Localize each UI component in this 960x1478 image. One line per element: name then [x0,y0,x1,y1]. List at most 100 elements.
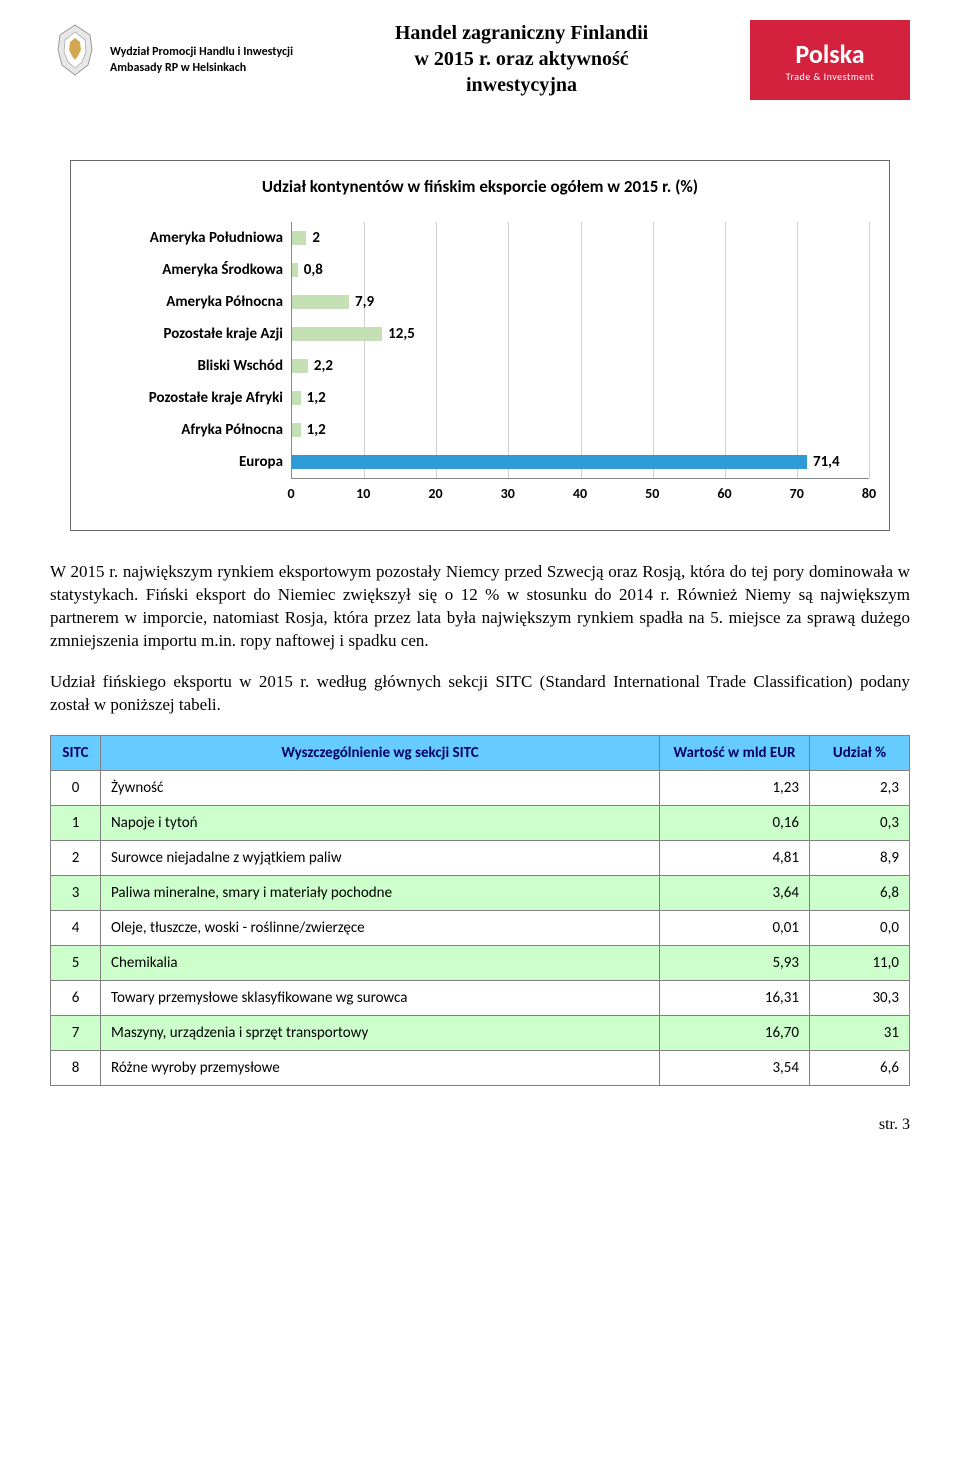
header-left: Wydział Promocji Handlu i Inwestycji Amb… [50,20,293,80]
chart-x-tick: 0 [287,485,294,502]
title-line-3: inwestycyjna [308,72,735,98]
polska-logo: Polska Trade & Investment [750,20,910,100]
chart-plot: 2 0,8 7,9 12,5 2,2 1,2 1,2 71,4 [291,222,869,479]
chart-bar-row: 1,2 [292,382,869,414]
chart-category: Ameryka Środkowa [91,254,291,286]
table-cell: 1 [51,805,101,840]
table-row: 3Paliwa mineralne, smary i materiały poc… [51,875,910,910]
chart-x-tick: 10 [356,485,370,502]
table-row: 6Towary przemysłowe sklasyfikowane wg su… [51,980,910,1015]
table-cell: Chemikalia [101,945,660,980]
polska-brand: Polska [795,38,864,70]
table-cell: 5 [51,945,101,980]
table-cell: Surowce niejadalne z wyjątkiem paliw [101,840,660,875]
chart-bar-value: 12,5 [388,325,415,343]
table-cell: Maszyny, urządzenia i sprzęt transportow… [101,1015,660,1050]
table-row: 2Surowce niejadalne z wyjątkiem paliw4,8… [51,840,910,875]
chart-bar-value: 7,9 [355,293,374,311]
table-cell: 6,8 [810,875,910,910]
chart-bar: 7,9 [292,295,349,309]
chart-bar-value: 71,4 [813,453,840,471]
table-cell: 7 [51,1015,101,1050]
chart-category: Ameryka Południowa [91,222,291,254]
table-cell: 16,31 [660,980,810,1015]
table-cell: Napoje i tytoń [101,805,660,840]
chart-bar: 12,5 [292,327,382,341]
chart-bar-row: 1,2 [292,414,869,446]
col-share: Udział % [810,735,910,770]
dept-line-1: Wydział Promocji Handlu i Inwestycji [110,45,293,61]
table-row: 5Chemikalia5,9311,0 [51,945,910,980]
table-cell: 0,01 [660,910,810,945]
chart-bar: 1,2 [292,391,301,405]
polska-sub: Trade & Investment [786,70,875,83]
chart-bar: 1,2 [292,423,301,437]
chart-bar-row: 71,4 [292,446,869,478]
table-row: 8Różne wyroby przemysłowe3,546,6 [51,1050,910,1085]
table-cell: 11,0 [810,945,910,980]
chart-x-tick: 70 [790,485,804,502]
table-cell: 5,93 [660,945,810,980]
col-desc: Wyszczególnienie wg sekcji SITC [101,735,660,770]
chart-bar-value: 2 [312,229,320,247]
polish-eagle-emblem [50,20,100,80]
table-cell: 4,81 [660,840,810,875]
table-cell: 3 [51,875,101,910]
chart-bar: 0,8 [292,263,298,277]
chart-bar: 2,2 [292,359,308,373]
document-title: Handel zagraniczny Finlandii w 2015 r. o… [308,20,735,98]
table-cell: 2,3 [810,770,910,805]
table-cell: 0 [51,770,101,805]
paragraph-1: W 2015 r. największym rynkiem eksportowy… [50,561,910,653]
chart-bar-row: 12,5 [292,318,869,350]
table-cell: 0,16 [660,805,810,840]
chart-category: Pozostałe kraje Afryki [91,382,291,414]
export-share-chart: Udział kontynentów w fińskim eksporcie o… [70,160,890,531]
table-cell: 0,3 [810,805,910,840]
chart-bar-value: 1,2 [307,421,326,439]
table-cell: 6 [51,980,101,1015]
table-cell: 8 [51,1050,101,1085]
chart-title: Udział kontynentów w fińskim eksporcie o… [91,176,869,197]
table-cell: Towary przemysłowe sklasyfikowane wg sur… [101,980,660,1015]
chart-x-tick: 50 [645,485,659,502]
table-cell: 31 [810,1015,910,1050]
chart-category: Europa [91,446,291,478]
chart-x-tick: 40 [573,485,587,502]
chart-bar-row: 7,9 [292,286,869,318]
chart-x-axis: 01020304050607080 [291,485,869,505]
table-cell: 30,3 [810,980,910,1015]
dept-line-2: Ambasady RP w Helsinkach [110,61,293,77]
table-cell: Różne wyroby przemysłowe [101,1050,660,1085]
table-cell: 2 [51,840,101,875]
page-header: Wydział Promocji Handlu i Inwestycji Amb… [50,20,910,100]
chart-x-tick: 60 [717,485,731,502]
department-name: Wydział Promocji Handlu i Inwestycji Amb… [110,45,293,76]
chart-category: Bliski Wschód [91,350,291,382]
table-cell: 4 [51,910,101,945]
col-value: Wartość w mld EUR [660,735,810,770]
col-sitc: SITC [51,735,101,770]
chart-bar: 71,4 [292,455,807,469]
chart-category-labels: Ameryka PołudniowaAmeryka ŚrodkowaAmeryk… [91,222,291,479]
table-cell: Oleje, tłuszcze, woski - roślinne/zwierz… [101,910,660,945]
title-line-1: Handel zagraniczny Finlandii [308,20,735,46]
chart-category: Ameryka Północna [91,286,291,318]
table-cell: 8,9 [810,840,910,875]
chart-area: Ameryka PołudniowaAmeryka ŚrodkowaAmeryk… [91,222,869,479]
title-line-2: w 2015 r. oraz aktywność [308,46,735,72]
chart-bar: 2 [292,231,306,245]
table-header-row: SITC Wyszczególnienie wg sekcji SITC War… [51,735,910,770]
paragraph-2: Udział fińskiego eksportu w 2015 r. wedł… [50,671,910,717]
chart-bar-row: 0,8 [292,254,869,286]
sitc-table: SITC Wyszczególnienie wg sekcji SITC War… [50,735,910,1086]
table-cell: 3,64 [660,875,810,910]
chart-bar-value: 1,2 [307,389,326,407]
chart-bar-value: 0,8 [304,261,323,279]
chart-bar-row: 2,2 [292,350,869,382]
table-row: 0Żywność1,232,3 [51,770,910,805]
table-cell: Paliwa mineralne, smary i materiały poch… [101,875,660,910]
table-cell: 1,23 [660,770,810,805]
table-row: 7Maszyny, urządzenia i sprzęt transporto… [51,1015,910,1050]
chart-x-tick: 80 [862,485,876,502]
